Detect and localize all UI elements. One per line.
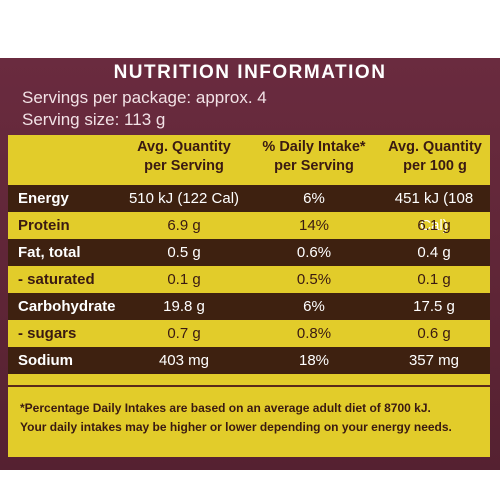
header-avg-per-serving: Avg. Quantity per Serving bbox=[120, 138, 248, 184]
value-per-serving: 19.8 g bbox=[163, 298, 205, 315]
value-daily-intake: 0.5% bbox=[296, 271, 332, 288]
value-per-100g: 6.1 g bbox=[417, 217, 451, 234]
header-daily-intake: % Daily Intake* per Serving bbox=[248, 138, 380, 184]
nutrient-name: Sodium bbox=[18, 352, 73, 369]
nutrient-name: - sugars bbox=[18, 325, 77, 342]
value-per-100g: 451 kJ (108 Cal) bbox=[394, 190, 474, 234]
header-avg-per-100g: Avg. Quantity per 100 g bbox=[380, 138, 490, 184]
header-line: Avg. Quantity bbox=[388, 139, 482, 155]
footnote-line: *Percentage Daily Intakes are based on a… bbox=[20, 401, 431, 415]
value-per-serving: 0.7 g bbox=[167, 325, 201, 342]
header-line: per 100 g bbox=[403, 158, 467, 174]
nutrient-name: Protein bbox=[18, 217, 70, 234]
nutrient-name: Energy bbox=[18, 190, 69, 207]
nutrient-name: Carbohydrate bbox=[18, 298, 116, 315]
value-daily-intake: 14% bbox=[298, 217, 330, 234]
value-per-100g: 357 mg bbox=[408, 352, 460, 369]
value-daily-intake: 0.8% bbox=[296, 325, 332, 342]
value-per-serving: 6.9 g bbox=[167, 217, 201, 234]
value-per-serving: 403 mg bbox=[158, 352, 210, 369]
value-per-100g: 0.4 g bbox=[417, 244, 451, 261]
header-line: per Serving bbox=[274, 158, 354, 174]
serving-size: Serving size: 113 g bbox=[22, 110, 166, 129]
footnote-line: Your daily intakes may be higher or lowe… bbox=[20, 420, 452, 434]
table-row-sugars: - sugars 0.7 g 0.8% 0.6 g bbox=[8, 320, 490, 347]
label-title: NUTRITION INFORMATION bbox=[113, 62, 387, 83]
footnote: *Percentage Daily Intakes are based on a… bbox=[8, 385, 490, 459]
value-daily-intake: 6% bbox=[303, 298, 325, 315]
value-per-100g: 0.1 g bbox=[417, 271, 451, 288]
value-per-serving: 0.1 g bbox=[167, 271, 201, 288]
table-row-energy: Energy 510 kJ (122 Cal) 6% 451 kJ (108 C… bbox=[8, 185, 490, 234]
table-row-fat-total: Fat, total 0.5 g 0.6% 0.4 g bbox=[8, 239, 490, 266]
value-daily-intake: 18% bbox=[298, 352, 330, 369]
value-per-serving: 510 kJ (122 Cal) bbox=[128, 190, 240, 207]
header-line: per Serving bbox=[144, 158, 224, 174]
table-row-protein: Protein 6.9 g 14% 6.1 g bbox=[8, 212, 490, 239]
servings-per-package: Servings per package: approx. 4 bbox=[22, 88, 267, 107]
header-line: Avg. Quantity bbox=[137, 139, 231, 155]
table-row-sodium: Sodium 403 mg 18% 357 mg bbox=[8, 347, 490, 374]
value-daily-intake: 6% bbox=[303, 190, 325, 207]
nutrient-name: - saturated bbox=[18, 271, 95, 288]
table-row-carbohydrate: Carbohydrate 19.8 g 6% 17.5 g bbox=[8, 293, 490, 320]
value-per-100g: 0.6 g bbox=[417, 325, 451, 342]
table-row-saturated: - saturated 0.1 g 0.5% 0.1 g bbox=[8, 266, 490, 293]
header-line: % Daily Intake* bbox=[262, 139, 366, 155]
value-daily-intake: 0.6% bbox=[296, 244, 332, 261]
value-per-100g: 17.5 g bbox=[413, 298, 455, 315]
nutrient-name: Fat, total bbox=[18, 244, 81, 261]
value-per-serving: 0.5 g bbox=[167, 244, 201, 261]
